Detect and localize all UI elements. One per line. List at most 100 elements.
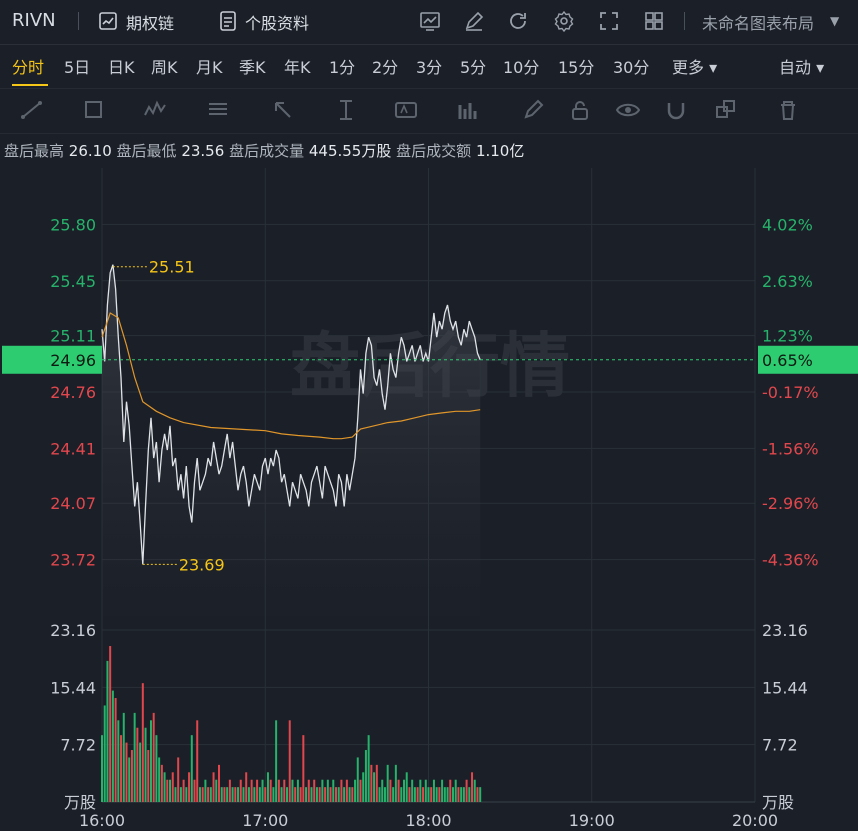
tab-period-4[interactable]: 月K [196,58,223,77]
price-tick-label: 25.80 [50,215,96,234]
volume-bar [296,779,299,802]
symbol-label[interactable]: RIVN [12,10,56,31]
chart-icon[interactable] [418,9,442,33]
trend-line-icon[interactable] [18,97,46,123]
volume-bar [367,735,370,802]
price-area-fill [102,264,481,616]
volume-bar [364,750,367,802]
volume-bar [258,787,261,802]
volume-bar [400,787,403,802]
fib-icon[interactable] [204,97,232,123]
volume-bar [443,787,446,802]
more-periods-dropdown[interactable]: 更多 ▾ [672,58,718,77]
volume-bar [356,757,359,802]
copy-icon[interactable] [712,97,740,123]
volume-bar [343,787,346,802]
volume-bar [120,735,123,802]
volume-bar [435,787,438,802]
volume-bar [446,787,449,802]
stock-info-icon[interactable] [216,9,240,33]
volume-bar [106,660,109,802]
volume-bar [471,772,474,802]
wave-icon[interactable] [142,97,170,123]
rectangle-icon[interactable] [80,97,108,123]
volume-bar [228,779,231,802]
tab-period-13[interactable]: 30分 [613,58,650,77]
volume-bar [188,772,191,802]
volume-bar [163,772,166,802]
volume-bar [413,787,416,802]
tab-period-12[interactable]: 15分 [558,58,595,77]
refresh-icon[interactable] [506,9,530,33]
volume-bar [133,712,136,802]
volume-bar [373,772,376,802]
tab-period-6[interactable]: 年K [284,58,311,77]
pen-icon[interactable] [520,97,548,123]
options-chain-button[interactable]: 期权链 [126,14,175,33]
tab-period-0[interactable]: 分时 [12,58,45,77]
tab-period-3[interactable]: 周K [151,58,178,77]
volume-bar [307,779,310,802]
volume-bar [302,735,305,802]
volume-profile-icon[interactable] [454,97,482,123]
volume-bar [171,772,174,802]
drawing-toolbar [0,88,858,134]
grid-layout-icon[interactable] [642,9,666,33]
volume-bar [305,787,308,802]
settings-icon[interactable] [552,9,576,33]
volume-bar [479,787,482,802]
trash-icon[interactable] [774,97,802,123]
tab-period-10[interactable]: 5分 [460,58,487,77]
tab-period-7[interactable]: 1分 [329,58,356,77]
tab-period-8[interactable]: 2分 [372,58,399,77]
low-marker-label: 23.69 [179,555,225,574]
auto-scale-dropdown[interactable]: 自动 ▾ [779,58,825,77]
tab-period-1[interactable]: 5日 [64,58,91,77]
chevron-down-icon[interactable]: ▼ [830,14,840,28]
current-price-label: 24.96 [50,351,96,370]
tab-period-9[interactable]: 3分 [416,58,443,77]
volume-bar [326,779,329,802]
volume-bar [147,750,150,802]
price-tick-label: 25.11 [50,327,96,346]
volume-bar [215,779,218,802]
stock-info-button[interactable]: 个股资料 [245,14,310,33]
volume-bar [245,772,248,802]
percent-tick-label: -0.17% [762,383,819,402]
volume-bar [313,779,316,802]
fullscreen-icon[interactable] [597,9,621,33]
arrow-icon[interactable] [270,97,298,123]
volume-bar [283,779,286,802]
draw-edit-icon[interactable] [462,9,486,33]
high-value: 26.10 [68,142,112,160]
volume-bar [275,720,278,802]
text-note-icon[interactable] [392,97,420,123]
tab-period-2[interactable]: 日K [108,58,135,77]
eye-icon[interactable] [614,97,642,123]
volume-bar [441,779,444,802]
volume-bar [291,779,294,802]
high-label: 盘后最高 [4,142,65,160]
current-price-badge [2,345,102,374]
measure-icon[interactable] [332,97,360,123]
tab-period-11[interactable]: 10分 [503,58,540,77]
volume-bar [354,779,357,802]
price-line [101,264,481,565]
volume-bar [231,787,234,802]
volume-bar [294,787,297,802]
volume-bar [220,787,223,802]
volume-bar [103,705,106,802]
magnet-icon[interactable] [662,97,690,123]
volume-bar [392,787,395,802]
volume-bar [286,787,289,802]
percent-tick-label: 1.23% [762,327,813,346]
layout-name-dropdown[interactable]: 未命名图表布局 [702,14,815,33]
volume-bar [122,712,125,802]
volume-bar [101,735,103,802]
volume-bar [247,787,250,802]
intraday-chart[interactable]: 盘后行情25.5123.6925.8025.4525.1124.7624.412… [0,168,858,831]
divider [78,12,79,30]
lock-icon[interactable] [566,97,594,123]
tab-period-5[interactable]: 季K [239,58,266,77]
options-chain-icon[interactable] [96,9,120,33]
